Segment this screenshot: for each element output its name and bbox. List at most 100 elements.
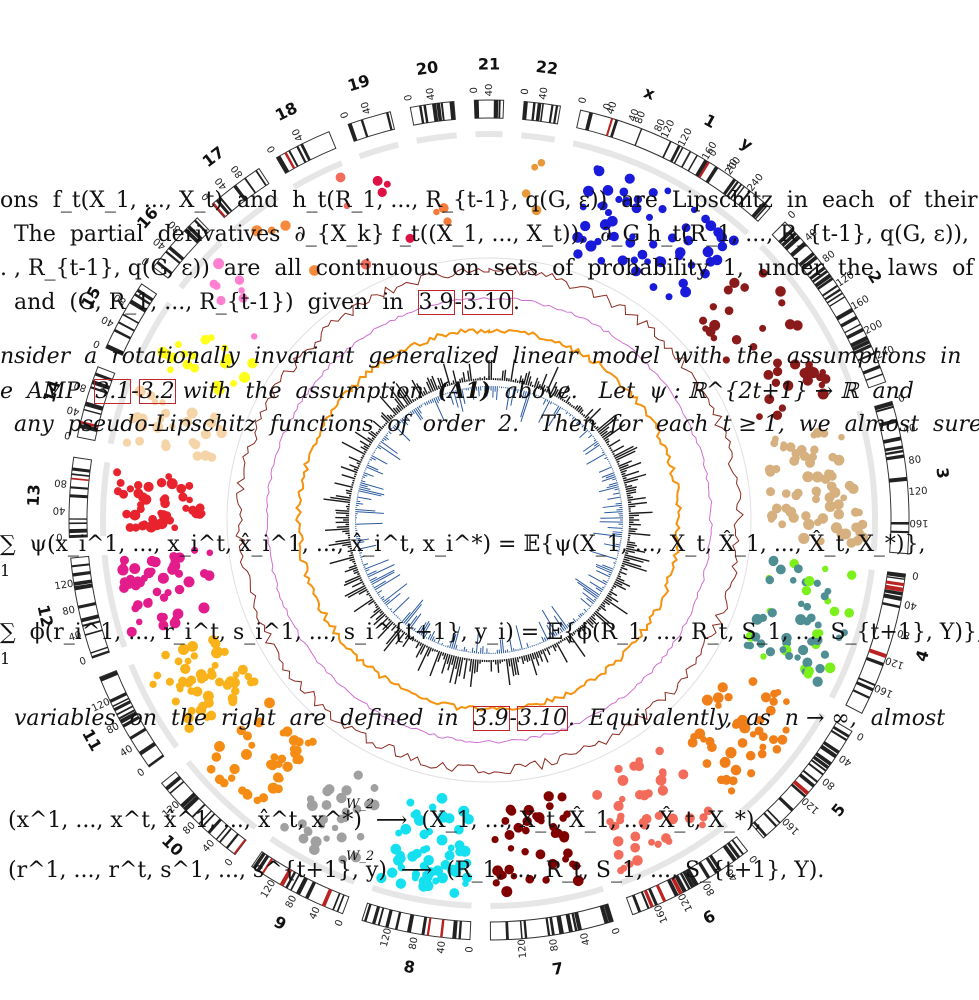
histogram-bar-navy [583,426,586,429]
ideogram-band [519,920,523,939]
tick-label: 80 [73,379,89,393]
scatter-point [129,509,141,521]
scatter-point [444,850,455,861]
ideogram-band [165,250,181,264]
histogram-bar-navy [404,415,411,422]
ideogram-band [71,473,90,477]
histogram-bar-black [344,566,358,573]
scatter-point [214,774,225,785]
grey-track [829,569,875,700]
scatter-point [513,822,524,833]
tick-label: 80 [284,894,300,910]
scatter-point [131,604,140,613]
tick-label: 80 [908,454,922,467]
histogram-bar-black [612,584,617,588]
scatter-point [282,761,293,772]
histogram-bar-navy [561,407,563,410]
histogram-bar-black [335,509,350,512]
histogram-bar-black [429,378,437,391]
histogram-bar-navy [526,642,529,649]
histogram-bar-black [458,657,464,677]
ideogram-band [426,917,432,936]
scatter-point [547,858,558,869]
ideogram-band [655,884,667,903]
scatter-point [648,188,658,198]
histogram-bar-navy [563,408,565,411]
scatter-point [437,811,449,823]
ideogram-band [854,344,872,355]
histogram-bar-black [628,505,636,508]
scatter-point [125,574,136,585]
histogram-bar-navy [375,590,377,593]
scatter-point [533,812,545,823]
scatter-point [188,351,197,360]
scatter-point [210,638,221,649]
scatter-point [639,790,650,801]
scatter-point [412,809,421,818]
histogram-bar-black [547,391,551,394]
histogram-bar-black [441,652,445,656]
scatter-point [798,532,810,545]
histogram-bar-navy [595,565,613,574]
scatter-point [778,404,787,412]
histogram-bar-navy [595,563,613,572]
histogram-bar-black [463,658,468,680]
ideogram-band [284,152,296,169]
histogram-bar-black [411,637,415,642]
histogram-bar-navy [360,480,366,483]
scatter-point [113,468,122,477]
histogram-bar-navy [422,623,431,637]
histogram-bar-black [581,624,585,629]
histogram-bar-black [623,556,644,563]
histogram-bar-navy [356,538,369,542]
histogram-bar-navy [382,583,408,603]
histogram-bar-navy [607,526,623,529]
histogram-bar-navy [379,442,381,445]
histogram-bar-black [595,610,611,625]
histogram-bar-navy [392,426,396,430]
histogram-bar-navy [515,625,523,650]
scatter-point [711,254,723,266]
histogram-bar-black [349,554,354,557]
tick-label: 80 [633,110,648,126]
scatter-point [166,478,178,490]
scatter-point [727,787,736,795]
scatter-point [611,821,620,830]
histogram-bar-navy [398,420,402,424]
histogram-bar-black [603,599,611,606]
ideogram-band [90,646,108,654]
histogram-bar-black [501,370,504,381]
histogram-bar-black [628,532,651,536]
scatter-point [253,717,264,728]
ideogram-9 [251,851,350,915]
scatter-point [151,398,159,406]
histogram-bar-black [392,407,399,414]
histogram-bar-black [600,603,606,608]
histogram-bar-navy [449,633,455,649]
histogram-bar-black [433,649,437,652]
histogram-bar-navy [543,397,545,400]
scatter-point [137,521,148,531]
histogram-bar-navy [575,578,601,596]
scatter-point [683,235,694,246]
chromosome-label-7: 7 [551,959,565,979]
tick-label: 0 [200,190,212,202]
histogram-bar-black [366,590,369,593]
tick-label: 0 [610,926,622,935]
histogram-bar-navy [593,439,597,442]
histogram-bar-black [612,452,615,456]
histogram-bar-black [386,414,393,420]
histogram-bar-black [359,440,370,448]
histogram-bar-black [624,554,650,562]
scatter-point [156,478,167,488]
ideogram-band [556,915,564,935]
chromosome-label-y: y [737,133,757,155]
histogram-bar-black [354,473,357,476]
histogram-bar-black [628,501,648,506]
ideogram-band [605,118,614,136]
ideogram-band [72,570,91,577]
scatter-point [760,692,771,703]
histogram-bar-black [545,647,551,656]
scatter-point [364,799,374,810]
scatter-point [772,366,783,377]
